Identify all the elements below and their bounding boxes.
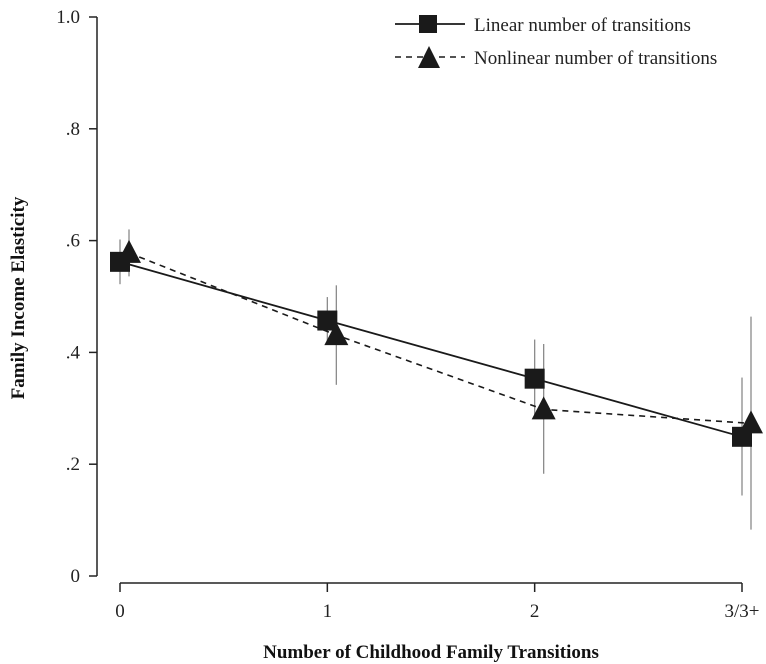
legend-label-linear: Linear number of transitions — [474, 15, 691, 36]
triangle-data-point — [739, 410, 763, 434]
legend-label-nonlinear: Nonlinear number of transitions — [474, 48, 717, 69]
y-tick-label: 1.0 — [56, 7, 80, 28]
y-tick-label: .8 — [66, 119, 80, 140]
legend-item-linear: Linear number of transitions — [395, 15, 691, 36]
x-ticks: 0 1 2 3/3+ — [115, 583, 760, 622]
y-tick-label: .4 — [66, 342, 81, 363]
legend-triangle-marker — [418, 46, 440, 68]
x-tick-label: 1 — [323, 601, 333, 622]
triangle-data-point — [531, 396, 556, 420]
nonlinear-series-line — [128, 252, 752, 425]
legend: Linear number of transitions Nonlinear n… — [395, 15, 717, 69]
y-tick-label: 0 — [71, 566, 81, 587]
triangle-data-point — [117, 239, 141, 263]
triangle-data-point — [324, 322, 349, 346]
axes — [96, 17, 742, 584]
linear-series-line — [119, 260, 743, 438]
legend-square-marker — [419, 15, 437, 33]
x-tick-label: 2 — [530, 601, 540, 622]
y-tick-label: .2 — [66, 454, 80, 475]
x-axis-title: Number of Childhood Family Transitions — [263, 642, 599, 663]
series-layer — [110, 229, 763, 530]
x-tick-label: 0 — [115, 601, 125, 622]
y-ticks: 0 .2 .4 .6 .8 1.0 — [56, 7, 97, 587]
y-axis-title: Family Income Elasticity — [8, 196, 29, 399]
legend-item-nonlinear: Nonlinear number of transitions — [395, 46, 717, 69]
y-tick-label: .6 — [66, 231, 80, 252]
square-data-point — [524, 368, 545, 389]
square-data-point — [317, 310, 338, 331]
x-tick-label: 3/3+ — [725, 601, 760, 622]
